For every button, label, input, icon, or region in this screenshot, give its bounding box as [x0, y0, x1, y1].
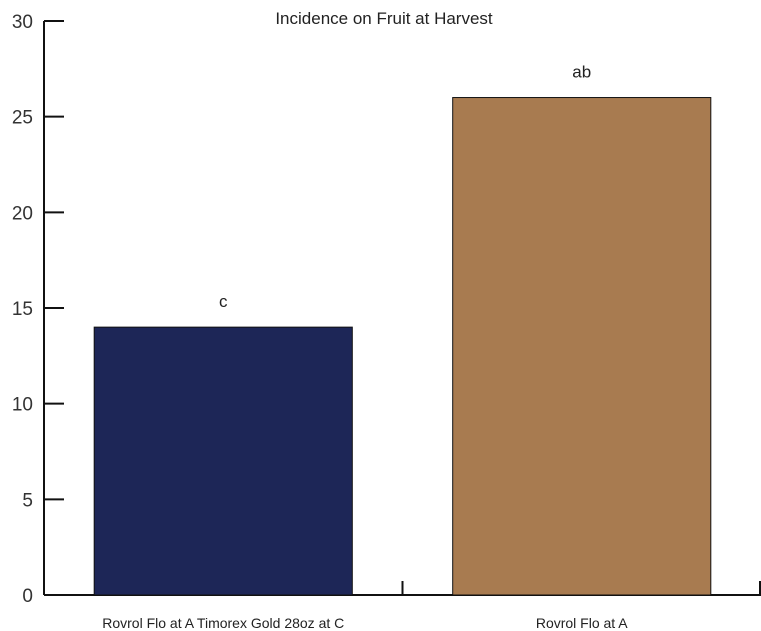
bar-data-label: ab [572, 63, 591, 82]
bars [93, 97, 712, 596]
bar-2 [452, 97, 712, 596]
data-labels: c ab [219, 63, 591, 312]
y-tick-label: 10 [12, 395, 33, 416]
y-tick-label: 25 [12, 108, 33, 129]
y-tick-label: 0 [22, 586, 33, 607]
y-tick-label: 5 [22, 490, 33, 511]
y-tick-label: 15 [12, 299, 33, 320]
y-axis: 0 5 10 15 20 25 30 [12, 12, 64, 607]
x-category-label: Rovrol Flo at A [536, 615, 628, 631]
chart-title: Incidence on Fruit at Harvest [275, 9, 493, 28]
y-tick-label: 20 [12, 203, 33, 224]
x-category-label: Rovrol Flo at A Timorex Gold 28oz at C [102, 615, 344, 631]
bar-1 [93, 326, 353, 596]
y-tick-label: 30 [12, 12, 33, 33]
bar-data-label: c [219, 292, 228, 311]
